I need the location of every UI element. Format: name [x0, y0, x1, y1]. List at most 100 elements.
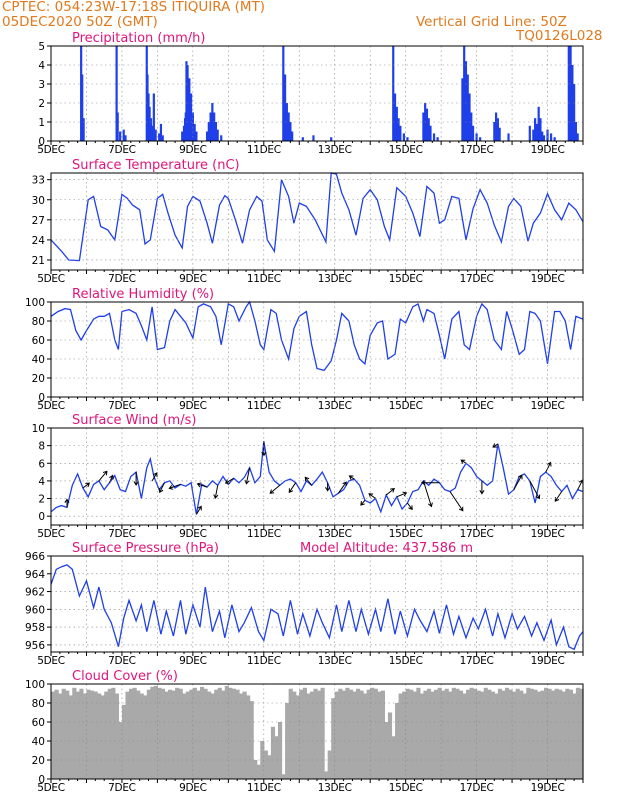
wind-vector: [554, 491, 563, 502]
cloud-bar: [359, 690, 364, 779]
cloud-bar: [274, 736, 279, 779]
y-tick-label: 33: [32, 175, 45, 187]
x-tick-label: 15DEC: [389, 528, 423, 540]
wind-vector: [98, 470, 108, 482]
wind-vector: [420, 480, 440, 486]
panel-title: Relative Humidity (%): [72, 287, 214, 302]
wind-vector: [385, 488, 395, 496]
precip-bar: [461, 78, 464, 141]
cloud-bar: [100, 695, 105, 779]
x-tick-label: 19DEC: [531, 782, 565, 794]
y-tick-label: 964: [25, 569, 45, 581]
temp-line: [50, 172, 584, 262]
cloud-bar: [196, 690, 201, 779]
cloud-bar: [118, 722, 123, 779]
y-tick-label: 8: [38, 441, 45, 453]
y-tick-label: 30: [32, 195, 45, 207]
y-tick-label: 4: [38, 60, 45, 72]
y-tick-label: 958: [25, 622, 45, 634]
x-tick-label: 7DEC: [108, 144, 136, 156]
x-tick-label: 17DEC: [460, 528, 494, 540]
precip-bar: [395, 106, 398, 141]
precip-bar: [573, 84, 576, 141]
precip-bar: [466, 74, 469, 141]
panel-title: Surface Wind (m/s): [72, 413, 196, 428]
x-tick-label: 19DEC: [531, 273, 565, 285]
precip-bar: [537, 106, 540, 141]
temp-data: [50, 172, 584, 262]
cloud-bar: [529, 688, 534, 779]
precip-bar: [402, 133, 405, 141]
wind-vector: [288, 482, 297, 494]
cloud-bar: [132, 687, 137, 779]
cloud-bar: [565, 688, 570, 779]
x-tick-label: 11DEC: [247, 782, 281, 794]
precip-bar: [116, 112, 119, 141]
x-tick-label: 5DEC: [37, 144, 65, 156]
cloud-bar: [348, 689, 354, 779]
precip-bar: [406, 137, 409, 141]
precip-bar: [399, 125, 402, 141]
cloud-bar: [416, 687, 421, 779]
y-tick-label: 966: [25, 551, 45, 563]
cloud-bar: [547, 688, 552, 779]
x-tick-label: 19DEC: [531, 400, 565, 412]
cloud-bar: [402, 691, 407, 779]
precip-bar: [124, 135, 127, 141]
grid-line-note: Vertical Grid Line: 50Z: [416, 14, 567, 30]
wind-vector: [196, 482, 208, 488]
cloud-bar: [235, 689, 240, 779]
precip-bar: [301, 137, 304, 141]
cloud-bar: [93, 691, 98, 779]
cloud-bar: [480, 691, 485, 779]
cloud-bar: [387, 712, 393, 779]
x-tick-label: 5DEC: [37, 273, 65, 285]
precip-bar: [207, 122, 210, 141]
precip-bar: [571, 65, 574, 141]
cloud-bar: [320, 687, 325, 779]
cloud-bar: [260, 741, 265, 779]
cloud-bar: [146, 689, 151, 779]
precip-bar: [393, 93, 397, 141]
cloud-bar: [90, 690, 95, 779]
y-tick-label: 27: [32, 215, 45, 227]
cloud-bar: [306, 693, 311, 779]
cloud-bar: [160, 688, 166, 779]
precip-bar: [188, 78, 191, 141]
cloud-bar: [299, 689, 304, 779]
cloud-bar: [395, 703, 400, 779]
y-tick-label: 5: [38, 41, 45, 53]
precip-bar: [576, 133, 579, 141]
cloud-bar: [277, 722, 283, 779]
cloud-bar: [327, 750, 332, 779]
cloud-bar: [384, 722, 389, 779]
cloud-bar: [175, 687, 180, 779]
cloud-bar: [111, 687, 116, 779]
x-tick-label: 5DEC: [37, 782, 65, 794]
wind-vector: [577, 479, 584, 490]
cloud-grid: [51, 684, 583, 779]
chart-header: CPTEC: 054:23W-17:18S ITIQUIRA (MT) 05DE…: [0, 0, 618, 44]
cloud-bar: [238, 693, 244, 779]
precip-bar: [195, 131, 198, 141]
x-tick-label: 17DEC: [460, 273, 494, 285]
cloud-bar: [324, 771, 329, 779]
precip-bar: [158, 133, 161, 141]
cloud-bar: [228, 687, 233, 779]
cloud-bar: [370, 687, 375, 779]
y-tick-label: 2: [38, 98, 45, 110]
cloud-bar: [313, 688, 318, 779]
cloud-bar: [441, 690, 446, 779]
x-tick-label: 11DEC: [247, 400, 281, 412]
temp-grid: [51, 173, 583, 270]
wind-vector: [325, 482, 331, 492]
cloud-bar: [189, 689, 194, 779]
cloud-bar: [263, 750, 268, 779]
wind-vector: [460, 459, 467, 464]
y-tick-label: 60: [32, 335, 45, 347]
cloud-bar: [458, 690, 464, 779]
cloud-bar: [317, 690, 322, 779]
precip-bar: [471, 125, 475, 141]
precip-bar: [574, 122, 578, 141]
